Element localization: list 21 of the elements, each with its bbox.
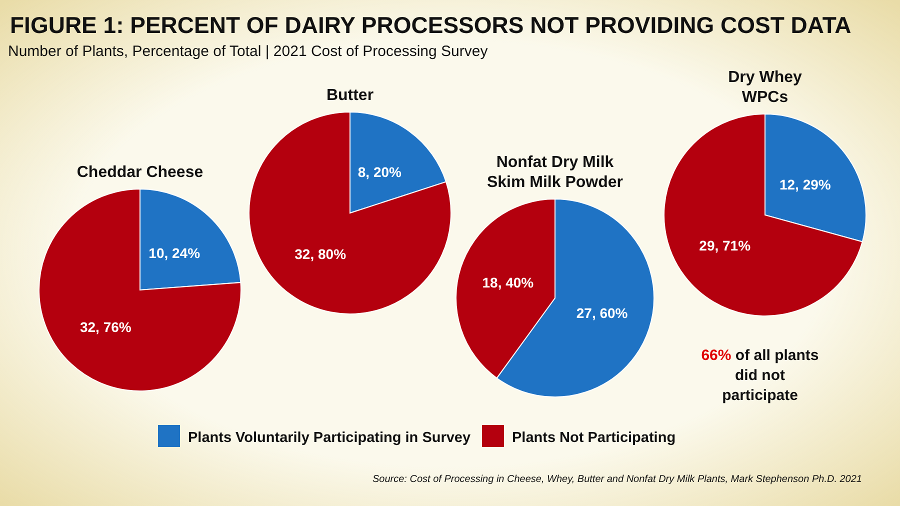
legend-label: Plants Not Participating <box>512 430 676 446</box>
data-label: 32, 76% <box>80 318 132 335</box>
source-note: Source: Cost of Processing in Cheese, Whey, Butter and Nonfat Dry Milk Plants, Mark Stephenson Ph.D. 2021 <box>372 474 862 485</box>
chart-title: Nonfat Dry Milk Skim Milk Powder <box>486 154 624 191</box>
text: FIGURE 1: PERCENT OF DAIRY PROCESSORS NOT PROVIDING COST DATA <box>10 12 852 38</box>
pie-slice <box>38 188 242 392</box>
data-label: 8, 20% <box>358 164 402 180</box>
data-label: 10, 24% <box>148 244 201 261</box>
data-label: 18, 40% <box>482 274 534 291</box>
legend-label: Plants Voluntarily Participating in Survey <box>188 430 471 446</box>
chart-title: Cheddar Cheese <box>76 164 204 181</box>
pie-slice <box>248 112 452 314</box>
data-label: 27, 60% <box>576 305 628 322</box>
chart-title: Butter <box>326 87 374 104</box>
data-label: 12, 29% <box>779 176 832 192</box>
text: Number of Plants, Percentage of Total | 2021 Cost of Processing Survey <box>8 43 488 60</box>
text: 66% of all plants did not participate <box>701 347 819 404</box>
data-label: 32, 80% <box>294 246 347 262</box>
pie-slice <box>664 114 863 316</box>
chart-title: Dry Whey WPCs <box>728 69 802 106</box>
data-label: 29, 71% <box>699 238 752 254</box>
